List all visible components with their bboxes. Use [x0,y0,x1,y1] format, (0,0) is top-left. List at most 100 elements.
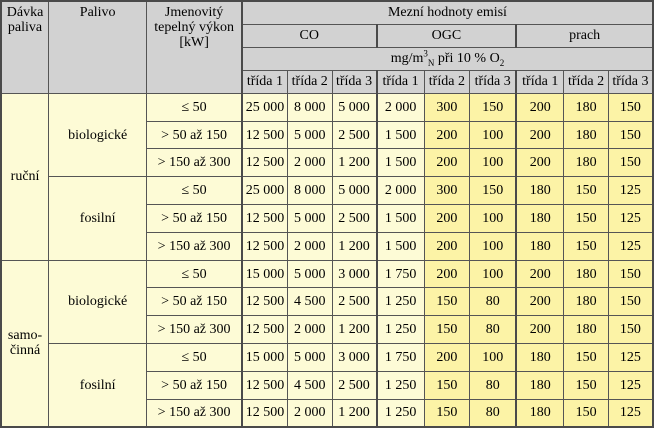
value-cell: 180 [563,259,609,289]
header-co: CO [240,23,378,48]
value-cell: 80 [469,398,517,428]
value-cell: 150 [423,287,471,317]
value-cell: 1 200 [331,315,378,344]
value-cell: 4 500 [286,287,333,317]
value-cell: 200 [515,92,565,122]
header-power: Jmenovitý tepelný výkon [kW] [146,0,243,94]
value-cell: 180 [515,398,565,428]
value-cell: 180 [563,120,609,150]
value-cell: 12 500 [240,315,288,344]
value-cell: 1 500 [375,148,425,178]
value-cell: 100 [469,148,517,178]
value-cell: 125 [607,204,654,233]
value-cell: 1 500 [375,231,425,261]
fuel-label: biologické [48,259,148,345]
value-cell: 180 [563,92,609,122]
header-class: třída 3 [331,69,378,94]
value-cell: 300 [423,176,471,206]
value-cell: 180 [563,148,609,178]
value-cell: 12 500 [240,287,288,317]
value-cell: 25 000 [240,176,288,206]
value-cell: 300 [423,92,471,122]
value-cell: 3 000 [331,343,378,372]
power-cell: > 150 až 300 [146,148,243,178]
header-class: třída 3 [469,69,517,94]
value-cell: 1 250 [375,315,425,344]
power-cell: > 150 až 300 [146,231,243,261]
value-cell: 2 000 [375,92,425,122]
header-class: třída 1 [240,69,288,94]
header-ogc: OGC [375,23,517,48]
feed-label: ruční [0,92,50,261]
value-cell: 125 [607,176,654,206]
fuel-label: fosilní [48,176,148,261]
header-class: třída 1 [515,69,565,94]
value-cell: 5 000 [286,343,333,372]
value-cell: 150 [607,120,654,150]
value-cell: 2 500 [331,287,378,317]
value-cell: 12 500 [240,148,288,178]
header-class: třída 1 [375,69,425,94]
value-cell: 200 [515,148,565,178]
value-cell: 150 [563,231,609,261]
table-row: > 150 až 300 12 500 2 000 1 200 1 250 150 80 20… [1,315,654,344]
table-row: > 50 až 150 12 500 5 000 2 500 1 500 200 100 18… [1,204,654,233]
value-cell: 200 [515,120,565,150]
value-cell: 2 500 [331,204,378,233]
value-cell: 2 500 [331,370,378,400]
value-cell: 15 000 [240,343,288,372]
value-cell: 12 500 [240,120,288,150]
value-cell: 150 [469,176,517,206]
value-cell: 150 [423,398,471,428]
value-cell: 2 500 [331,120,378,150]
value-cell: 1 500 [375,120,425,150]
value-cell: 180 [515,204,565,233]
value-cell: 200 [423,148,471,178]
value-cell: 200 [515,315,565,344]
value-cell: 80 [469,287,517,317]
value-cell: 150 [563,343,609,372]
value-cell: 25 000 [240,92,288,122]
header-limits: Mezní hodnoty emisí [240,0,654,25]
value-cell: 8 000 [286,92,333,122]
value-cell: 2 000 [286,231,333,261]
value-cell: 150 [607,287,654,317]
value-cell: 150 [563,176,609,206]
power-cell: > 50 až 150 [146,120,243,150]
table-row: > 150 až 300 12 500 2 000 1 200 1 500 200 100 1… [1,231,654,261]
value-cell: 1 250 [375,370,425,400]
value-cell: 150 [607,148,654,178]
header-class: třída 2 [423,69,471,94]
value-cell: 1 250 [375,287,425,317]
power-cell: ≤ 50 [146,176,243,206]
value-cell: 12 500 [240,370,288,400]
value-cell: 5 000 [331,92,378,122]
value-cell: 2 000 [286,398,333,428]
table-row: fosilní ≤ 50 25 000 8 000 5 000 2 000 300 150 18… [1,176,654,261]
value-cell: 200 [423,231,471,261]
value-cell: 1 500 [375,204,425,233]
value-cell: 2 000 [286,148,333,178]
table-row: > 50 až 150 12 500 4 500 2 500 1 250 150 80 200… [1,287,654,317]
value-cell: 125 [607,343,654,372]
table-row: ruční biologické ≤ 50 25 000 8 000 5 000 2 000… [0,92,654,261]
power-cell: > 50 až 150 [146,370,243,400]
power-cell: > 150 až 300 [146,315,243,344]
header-dust: prach [515,23,654,48]
value-cell: 150 [423,315,471,344]
header-class: třída 2 [563,69,609,94]
value-cell: 100 [469,259,517,289]
value-cell: 80 [469,370,517,400]
value-cell: 5 000 [286,120,333,150]
value-cell: 5 000 [286,259,333,289]
value-cell: 200 [423,204,471,233]
table-row: > 50 až 150 12 500 4 500 2 500 1 250 150 80 180… [1,370,654,400]
value-cell: 200 [423,343,471,372]
power-cell: > 50 až 150 [146,287,243,317]
value-cell: 1 750 [375,343,425,372]
value-cell: 15 000 [240,259,288,289]
value-cell: 180 [515,370,565,400]
value-cell: 180 [563,287,609,317]
value-cell: 200 [515,259,565,289]
